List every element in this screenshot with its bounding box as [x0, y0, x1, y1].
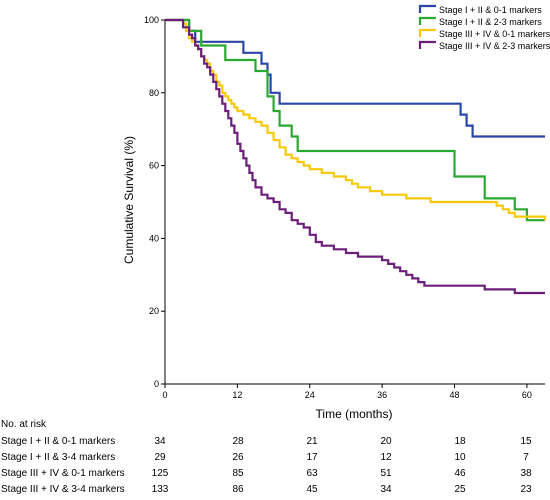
legend-label: Stage I + II & 2-3 markers: [439, 17, 542, 27]
risk-cell: 63: [306, 468, 318, 479]
risk-cell: 45: [306, 484, 318, 495]
risk-cell: 51: [380, 468, 392, 479]
risk-cell: 34: [380, 484, 392, 495]
legend-swatch: [418, 4, 436, 13]
legend-label: Stage III + IV & 0-1 markers: [439, 29, 550, 39]
risk-row-label: Stage III + IV & 0-1 markers: [1, 468, 125, 479]
risk-row-label: Stage III + IV & 3-4 markers: [1, 484, 125, 495]
legend-label: Stage I + II & 0-1 markers: [439, 5, 542, 15]
risk-cell: 25: [454, 484, 466, 495]
risk-cell: 38: [520, 468, 532, 479]
risk-cell: 28: [232, 436, 244, 447]
risk-cell: 34: [154, 436, 166, 447]
risk-cell: 86: [232, 484, 244, 495]
x-tick-label: 0: [162, 390, 167, 400]
risk-cell: 23: [520, 484, 532, 495]
risk-cell: 133: [152, 484, 169, 495]
legend-swatch: [418, 40, 436, 49]
plot-axes: 0 20 40 60 80 100 0 12 24 36 48 60: [144, 15, 545, 400]
y-axis-label: Cumulative Survival (%): [122, 136, 136, 264]
x-axis-label: Time (months): [316, 407, 393, 421]
x-tick-label: 60: [522, 390, 532, 400]
risk-cell: 10: [454, 452, 466, 463]
series-line-4: [165, 18, 545, 295]
risk-cell: 26: [232, 452, 244, 463]
y-tick-label: 40: [149, 233, 159, 243]
legend: Stage I + II & 0-1 markers Stage I + II &…: [418, 4, 550, 51]
y-tick-label: 0: [154, 379, 159, 389]
risk-cell: 20: [380, 436, 392, 447]
risk-cell: 7: [523, 452, 529, 463]
series-lines: [165, 18, 547, 295]
risk-row-label: Stage I + II & 0-1 markers: [1, 436, 115, 447]
risk-cell: 85: [232, 468, 244, 479]
y-tick-label: 20: [149, 306, 159, 316]
legend-label: Stage III + IV & 2-3 markers: [439, 41, 550, 51]
risk-cell: 18: [454, 436, 466, 447]
risk-row-label: Stage I + II & 3-4 markers: [1, 452, 115, 463]
risk-cell: 12: [380, 452, 392, 463]
risk-cell: 17: [306, 452, 318, 463]
risk-table: No. at risk Stage I + II & 0-1 markers 34 2…: [1, 419, 532, 495]
y-tick-label: 100: [144, 15, 159, 25]
x-tick-label: 12: [232, 390, 242, 400]
risk-cell: 29: [154, 452, 166, 463]
x-tick-label: 24: [305, 390, 315, 400]
risk-cell: 46: [454, 468, 466, 479]
y-tick-label: 60: [149, 161, 159, 171]
x-tick-label: 48: [450, 390, 460, 400]
risk-table-title: No. at risk: [1, 419, 47, 430]
risk-cell: 21: [306, 436, 318, 447]
series-line-2: [165, 18, 545, 222]
y-tick-label: 80: [149, 88, 159, 98]
risk-cell: 15: [520, 436, 532, 447]
risk-cell: 125: [152, 468, 169, 479]
legend-swatch: [418, 28, 436, 37]
legend-swatch: [418, 16, 436, 25]
x-tick-label: 36: [377, 390, 387, 400]
